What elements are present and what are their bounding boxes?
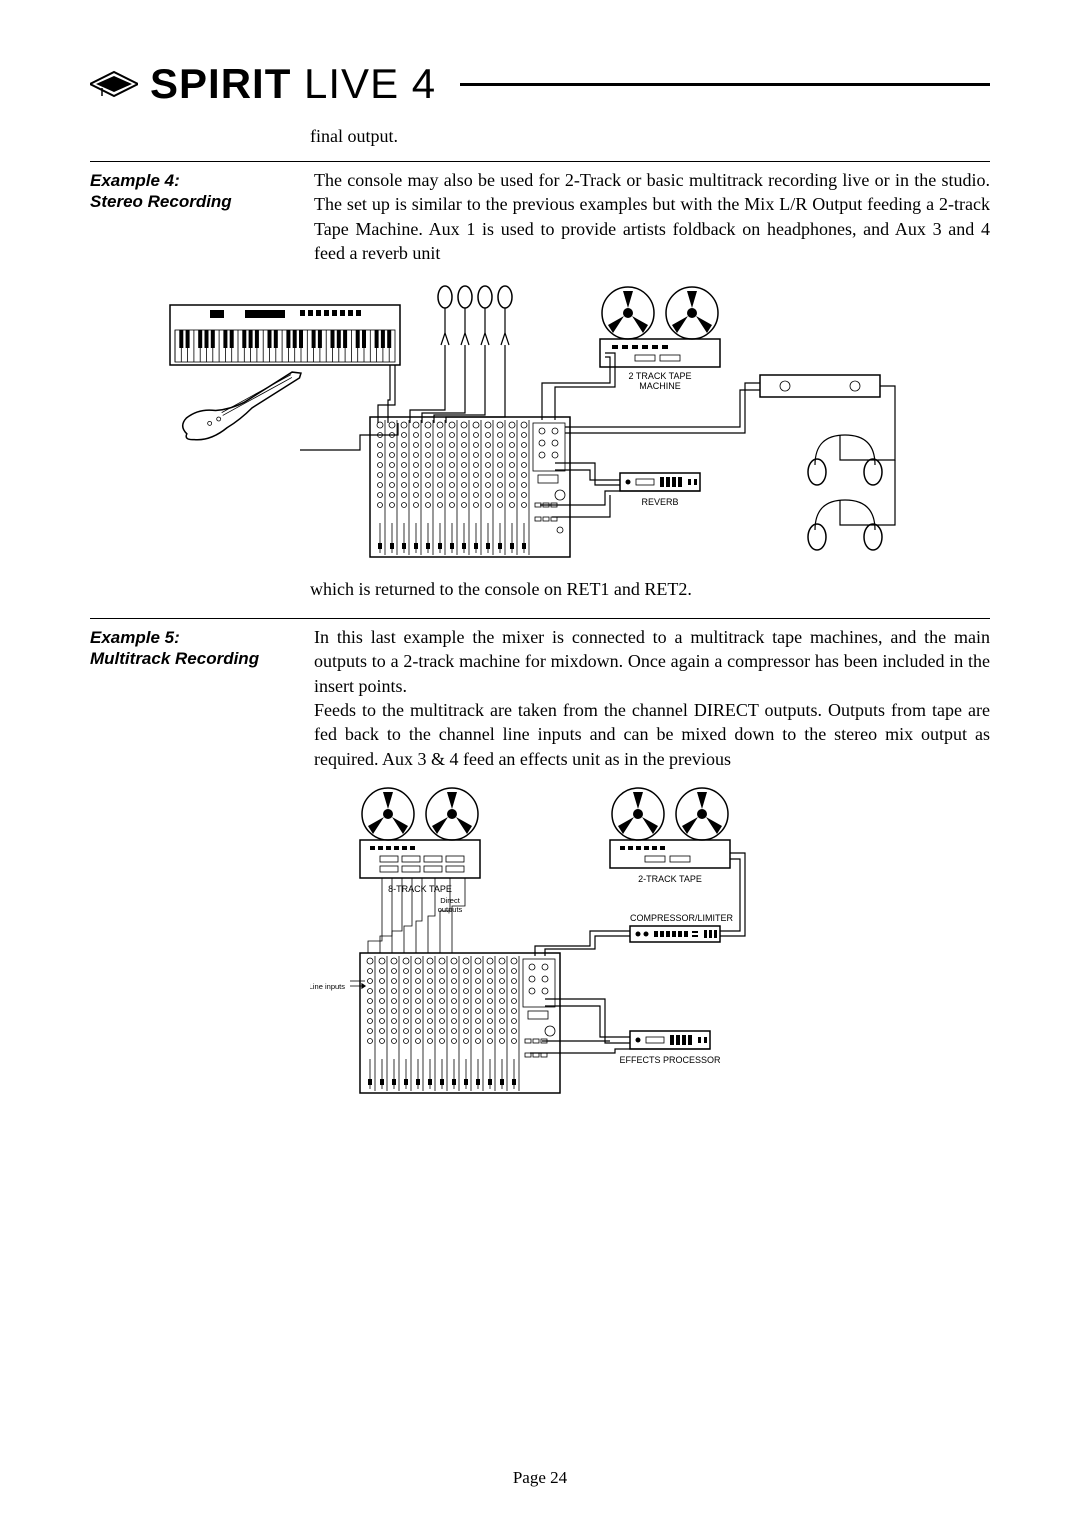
svg-text:EFFECTS PROCESSOR: EFFECTS PROCESSOR: [619, 1055, 721, 1065]
example-5-p1: In this last example the mixer is connec…: [314, 625, 990, 698]
mixer-console-icon: [370, 417, 570, 557]
example-4-label: Example 4: Stereo Recording: [90, 168, 290, 265]
svg-text:REVERB: REVERB: [641, 497, 678, 507]
connection-lines: [300, 345, 895, 525]
section-divider-2: [90, 618, 990, 619]
reverb-icon: REVERB: [620, 473, 700, 507]
tape-8track-icon: 8-TRACK TAPE: [360, 788, 480, 894]
intro-text: final output.: [310, 126, 990, 147]
example-5-label: Example 5: Multitrack Recording: [90, 625, 290, 771]
example-5-subtitle: Multitrack Recording: [90, 648, 290, 669]
svg-text:8-TRACK TAPE: 8-TRACK TAPE: [388, 884, 452, 894]
effects-processor-icon: EFFECTS PROCESSOR: [619, 1031, 721, 1065]
guitar-icon: [178, 370, 311, 446]
amplifier-icon: [760, 375, 880, 397]
example-4-body: The console may also be used for 2-Track…: [314, 168, 990, 265]
diagram-2: 8-TRACK TAPE 2-TRACK TAPE: [310, 781, 990, 1106]
example-4-title: Example 4:: [90, 170, 290, 191]
svg-text:2-TRACK TAPE: 2-TRACK TAPE: [638, 874, 702, 884]
brand-bold: SPIRIT: [150, 60, 291, 107]
brand-light: LIVE 4: [291, 60, 436, 107]
page-header: SPIRIT LIVE 4: [90, 60, 990, 108]
example-4-subtitle: Stereo Recording: [90, 191, 290, 212]
mixer-console-icon-2: [360, 953, 560, 1093]
diagram-1: {"n":35}: [90, 275, 990, 565]
svg-text:Direct: Direct: [440, 896, 461, 905]
example-5-title: Example 5:: [90, 627, 290, 648]
diagram-1-caption: which is returned to the console on RET1…: [310, 579, 990, 600]
example-4-block: Example 4: Stereo Recording The console …: [90, 168, 990, 265]
keyboard-icon: [170, 305, 400, 365]
brand-title: SPIRIT LIVE 4: [150, 60, 436, 108]
section-divider: [90, 161, 990, 162]
svg-text:MACHINE: MACHINE: [639, 381, 681, 391]
example-5-block: Example 5: Multitrack Recording In this …: [90, 625, 990, 771]
svg-text:2 TRACK TAPE: 2 TRACK TAPE: [628, 371, 691, 381]
microphones-icon: [438, 286, 512, 345]
compressor-icon: COMPRESSOR/LIMITER: [630, 913, 734, 942]
svg-text:Line inputs: Line inputs: [310, 982, 345, 991]
example-5-p2: Feeds to the multitrack are taken from t…: [314, 698, 990, 771]
brand-logo-icon: [90, 68, 138, 100]
example-5-body: In this last example the mixer is connec…: [314, 625, 990, 771]
tape-machine-icon: 2 TRACK TAPE MACHINE: [600, 287, 720, 391]
tape-2track-icon: 2-TRACK TAPE: [610, 788, 730, 884]
svg-text:COMPRESSOR/LIMITER: COMPRESSOR/LIMITER: [630, 913, 734, 923]
header-rule: [460, 83, 990, 86]
page-footer: Page 24: [0, 1468, 1080, 1488]
